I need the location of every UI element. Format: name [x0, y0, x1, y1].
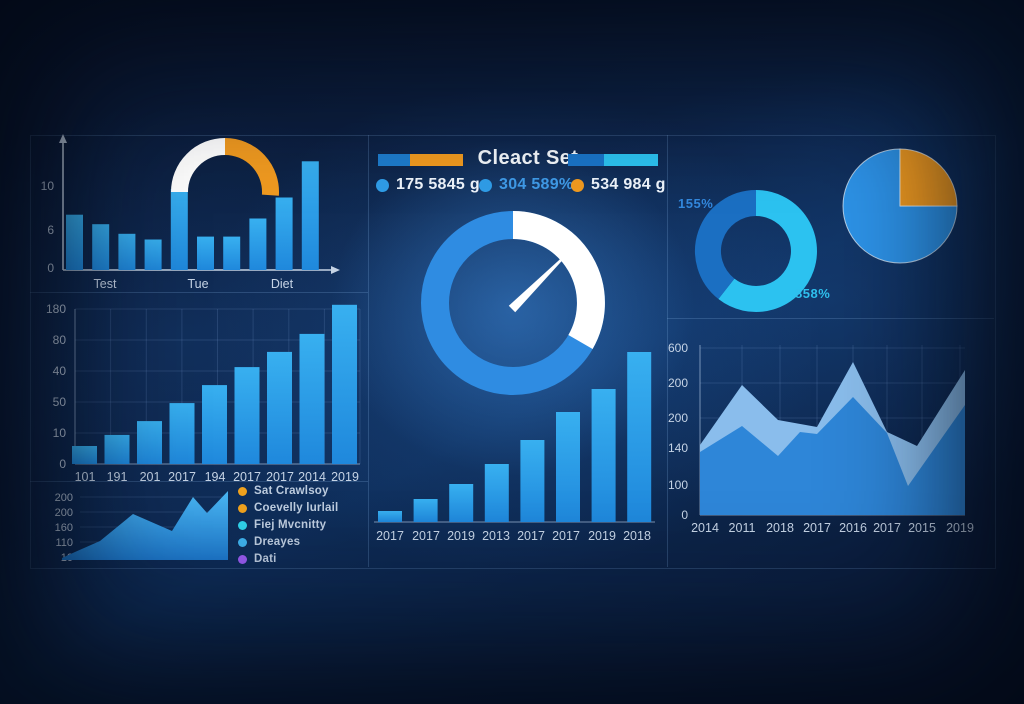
header-stat-1: 175 5845 g: [376, 176, 480, 194]
header-progress-left: [378, 154, 463, 166]
svg-text:201: 201: [140, 470, 161, 484]
legend-dot-icon: [238, 503, 247, 513]
svg-text:2017: 2017: [412, 529, 440, 543]
donut-percentage-label-1: 155%: [678, 196, 714, 211]
chart-center-bars: 2017 2017 2019 2013 2017 2017 2019 2018: [374, 352, 655, 543]
svg-text:100: 100: [668, 478, 688, 492]
svg-text:140: 140: [668, 441, 688, 455]
donut-percentage-label-2: 858%: [795, 286, 831, 301]
center-panel-title: Cleact Set: [477, 147, 579, 169]
header-stat-2: 304 589%: [479, 176, 573, 194]
header-stat-3: 534 984 g: [571, 176, 666, 194]
svg-text:2015: 2015: [908, 521, 936, 535]
area-chart-legend: Sat Crawlsoy Coevelly lurlail Fiej Mvcnitt…: [238, 483, 338, 568]
svg-text:200: 200: [55, 492, 73, 504]
svg-text:10: 10: [41, 179, 55, 193]
header-progress-left-segment-0: [378, 154, 411, 166]
svg-text:2016: 2016: [839, 521, 867, 535]
svg-text:2019: 2019: [588, 529, 616, 543]
panel-divider-left: [368, 135, 369, 567]
legend-dot-icon: [238, 486, 247, 496]
legend-label: Dati: [254, 553, 277, 565]
svg-text:2018: 2018: [623, 529, 651, 543]
chart-left-mid-bars: 180 80 40 50 10 0 101 191 201 2017 194 2017 2017 2014…: [46, 302, 361, 484]
legend-item-4: Dreayes: [238, 534, 338, 550]
svg-text:0: 0: [681, 508, 688, 522]
legend-dot-icon: [238, 554, 247, 564]
svg-text:2019: 2019: [331, 470, 359, 484]
svg-text:6: 6: [47, 223, 54, 237]
svg-text:2019: 2019: [447, 529, 475, 543]
svg-text:40: 40: [53, 364, 67, 378]
svg-text:2013: 2013: [482, 529, 510, 543]
header-progress-right-segment-0: [568, 154, 604, 166]
svg-text:101: 101: [75, 470, 96, 484]
svg-text:2017: 2017: [376, 529, 404, 543]
legend-label: Fiej Mvcnitty: [254, 519, 327, 531]
svg-text:Diet: Diet: [271, 277, 294, 291]
svg-text:191: 191: [107, 470, 128, 484]
svg-text:2011: 2011: [729, 521, 756, 535]
legend-item-1: Sat Crawlsoy: [238, 483, 338, 499]
svg-text:180: 180: [46, 302, 66, 316]
chart-left-top-bars: 10 6 0 Test Tue Diet: [41, 134, 340, 291]
stat-dot-icon: [376, 178, 389, 192]
svg-text:2017: 2017: [266, 470, 294, 484]
chart-left-bottom-area: 20020016011010: [55, 491, 228, 564]
stat-dot-icon: [571, 178, 584, 192]
svg-text:Tue: Tue: [187, 277, 208, 291]
stat-value: 534 984 g: [591, 176, 666, 193]
legend-item-2: Coevelly lurlail: [238, 500, 338, 516]
svg-text:194: 194: [205, 470, 226, 484]
legend-item-5: Dati: [238, 551, 338, 567]
left-panel-divider-1: [30, 292, 368, 293]
chart-left-gauge-arc: [171, 138, 279, 196]
svg-text:160: 160: [55, 522, 73, 534]
legend-item-3: Fiej Mvcnitty: [238, 517, 338, 533]
svg-text:110: 110: [55, 537, 73, 549]
legend-label: Coevelly lurlail: [254, 502, 339, 514]
svg-text:0: 0: [59, 457, 66, 471]
stat-dot-icon: [479, 178, 492, 192]
legend-label: Sat Crawlsoy: [254, 485, 329, 497]
svg-text:50: 50: [53, 395, 67, 409]
svg-text:2017: 2017: [803, 521, 831, 535]
legend-dot-icon: [238, 520, 247, 530]
svg-text:2014: 2014: [691, 521, 719, 535]
svg-text:2017: 2017: [233, 470, 261, 484]
svg-text:200: 200: [668, 411, 688, 425]
panel-divider-right: [667, 135, 668, 567]
right-panel-divider: [667, 318, 994, 319]
svg-text:200: 200: [55, 507, 73, 519]
svg-text:2018: 2018: [766, 521, 794, 535]
left-panel-divider-2: [30, 481, 368, 482]
header-progress-right: [568, 154, 658, 166]
legend-dot-icon: [238, 537, 247, 547]
stat-value: 304 589%: [499, 176, 574, 193]
svg-text:2017: 2017: [552, 529, 580, 543]
svg-text:0: 0: [47, 261, 54, 275]
legend-label: Dreayes: [254, 536, 301, 548]
stat-value: 175 5845 g: [396, 176, 480, 193]
header-progress-right-segment-1: [604, 154, 658, 166]
svg-text:2019: 2019: [946, 521, 974, 535]
svg-text:200: 200: [668, 376, 688, 390]
chart-right-pie: [842, 148, 958, 264]
chart-center-gauge: [421, 211, 605, 395]
svg-text:2017: 2017: [873, 521, 901, 535]
svg-text:10: 10: [53, 426, 67, 440]
dashboard-frame: [30, 135, 996, 569]
svg-text:2014: 2014: [298, 470, 326, 484]
svg-text:80: 80: [53, 333, 67, 347]
svg-text:600: 600: [668, 341, 688, 355]
svg-text:2017: 2017: [168, 470, 196, 484]
svg-text:2017: 2017: [517, 529, 545, 543]
svg-text:Test: Test: [94, 277, 117, 291]
header-progress-left-segment-1: [410, 154, 463, 166]
chart-right-donut: [695, 190, 817, 312]
